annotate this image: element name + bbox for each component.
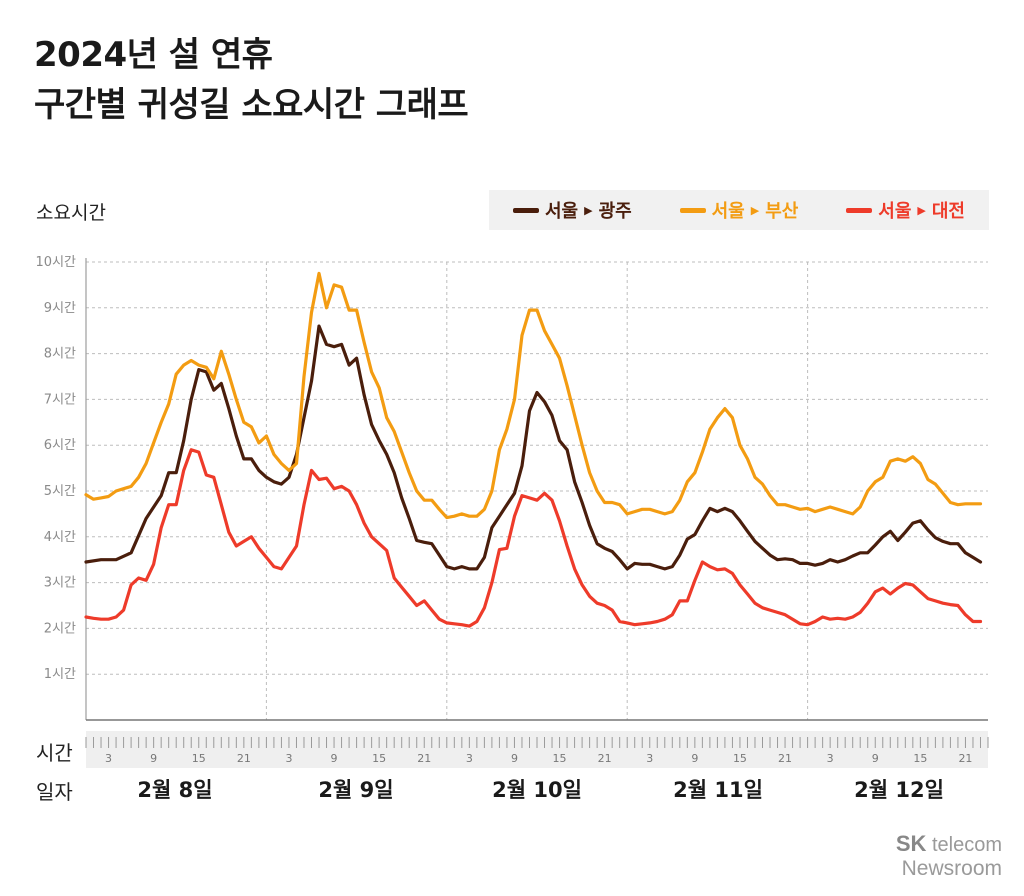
time-axis: 3 9 15 21 3 9 15 21 3 9 15 21 3 9 15 21 3 9 15 21: [85, 731, 989, 768]
y-tick-label: 6시간: [44, 438, 76, 453]
hour-tick-label: 15: [553, 752, 567, 765]
arrow-right-icon: ▶: [584, 203, 593, 217]
hour-tick-label: 3: [285, 752, 292, 765]
day-label: 2월 12일: [854, 778, 944, 802]
legend-to: 광주: [598, 201, 632, 222]
legend-item-gwangju: 서울 ▶ 광주: [512, 197, 632, 223]
hour-tick-label: 9: [150, 752, 157, 765]
title-line-1: 2024년 설 연휴: [34, 35, 273, 75]
hour-tick-label: 21: [417, 752, 431, 765]
hour-tick-label: 3: [646, 752, 653, 765]
series-line-1: [84, 271, 983, 520]
y-tick-label: 10시간: [36, 255, 77, 270]
y-tick-label: 4시간: [44, 530, 76, 545]
day-label: 2월 9일: [318, 778, 394, 802]
arrow-right-icon: ▶: [750, 203, 760, 217]
hour-tick-label: 3: [466, 752, 473, 765]
legend-to: 대전: [931, 201, 965, 222]
hour-tick-label: 21: [598, 752, 612, 765]
y-tick-label: 9시간: [44, 301, 76, 316]
hour-tick-label: 9: [691, 752, 698, 765]
hour-tick-label: 15: [733, 752, 747, 765]
day-label: 2월 11일: [673, 778, 763, 802]
legend-from: 서울: [878, 201, 912, 222]
hour-tick-label: 15: [372, 752, 386, 765]
y-tick-label: 1시간: [44, 667, 76, 682]
date-row-label: 일자: [36, 780, 73, 804]
legend-swatch-gwangju: [512, 207, 539, 213]
y-tick-label: 5시간: [44, 484, 76, 499]
legend-to: 부산: [765, 201, 799, 222]
legend-item-daejeon: 서울 ▶ 대전: [846, 197, 965, 223]
series-line-0: [84, 324, 983, 571]
time-row-label: 시간: [36, 741, 73, 765]
legend-item-busan: 서울 ▶ 부산: [679, 197, 799, 223]
hour-tick-label: 21: [958, 752, 972, 765]
series-lines: [84, 271, 983, 628]
hour-tick-label: 9: [331, 752, 338, 765]
y-tick-labels: 1시간 2시간 3시간 4시간 5시간 6시간 7시간 8시간 9시간 10시간: [36, 255, 77, 682]
arrow-right-icon: ▶: [917, 203, 926, 217]
hour-tick-label: 9: [511, 752, 518, 765]
hour-tick-label: 9: [872, 752, 879, 765]
y-tick-label: 8시간: [44, 347, 76, 362]
logo-brand: SK: [895, 831, 927, 856]
hour-tick-label: 3: [105, 752, 112, 765]
y-axis-label: 소요시간: [36, 202, 106, 224]
title-line-2: 구간별 귀성길 소요시간 그래프: [34, 85, 469, 125]
hour-tick-label: 21: [778, 752, 792, 765]
y-tick-label: 7시간: [44, 392, 76, 407]
legend-from: 서울: [711, 201, 745, 222]
chart-title: 2024년 설 연휴 구간별 귀성길 소요시간 그래프: [34, 30, 469, 130]
y-tick-label: 2시간: [44, 621, 76, 636]
day-label: 2월 10일: [492, 778, 582, 802]
hour-tick-label: 21: [237, 752, 251, 765]
day-label: 2월 8일: [137, 778, 213, 802]
logo-sub: Newsroom: [901, 857, 1002, 880]
series-line-2: [84, 448, 983, 628]
grid: [85, 258, 988, 721]
sk-telecom-newsroom-logo: SK telecom Newsroom: [896, 832, 1002, 881]
time-band: [86, 731, 988, 768]
logo-brand-suffix: telecom: [926, 834, 1002, 856]
legend-swatch-daejeon: [846, 207, 873, 213]
hour-tick-label: 15: [913, 752, 927, 765]
hour-tick-label: 3: [827, 752, 834, 765]
legend: 서울 ▶ 광주 서울 ▶ 부산 서울 ▶ 대전: [489, 190, 989, 230]
legend-swatch-busan: [679, 207, 706, 213]
hour-tick-label: 15: [192, 752, 206, 765]
y-tick-label: 3시간: [44, 576, 76, 591]
legend-from: 서울: [544, 201, 579, 222]
